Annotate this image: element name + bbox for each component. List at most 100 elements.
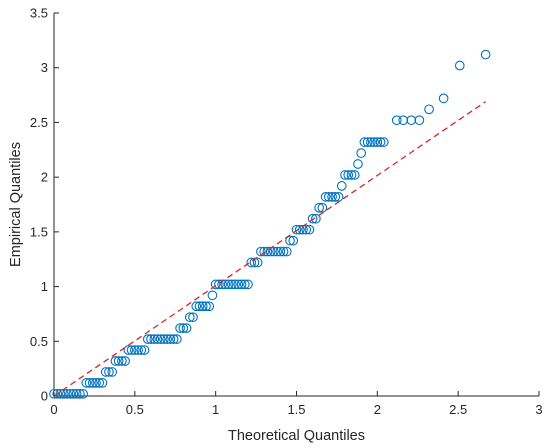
data-point [68, 388, 79, 399]
data-point [139, 345, 150, 355]
data-point [307, 213, 318, 224]
data-point [123, 345, 134, 355]
data-point [84, 378, 95, 388]
data-point [243, 279, 253, 290]
data-point [366, 137, 376, 147]
data-point [311, 213, 321, 224]
data-point [330, 191, 341, 202]
data-point [336, 181, 347, 191]
data-point [285, 235, 295, 246]
x-axis-ticks: 0 0.5 1 1.5 2 2.5 3 [50, 391, 543, 417]
data-point [391, 115, 402, 126]
data-point [265, 246, 276, 257]
data-point [406, 115, 417, 126]
data-point [454, 60, 465, 71]
data-point [304, 224, 315, 235]
data-point [52, 388, 63, 399]
data-point [162, 334, 173, 344]
x-tick-label: 1 [212, 402, 219, 417]
data-point [155, 334, 166, 344]
data-point [343, 170, 354, 180]
data-point [375, 137, 386, 147]
data-point [120, 356, 130, 366]
data-point [438, 93, 449, 104]
data-point [372, 137, 383, 147]
data-point [323, 191, 334, 202]
data-point [87, 378, 98, 388]
data-point [275, 246, 286, 257]
data-point [184, 312, 195, 323]
data-point [91, 378, 101, 388]
data-points [49, 49, 491, 399]
y-tick-label: 1.5 [30, 224, 48, 239]
data-point [252, 257, 263, 268]
data-point [333, 191, 344, 202]
y-tick-label: 1 [41, 279, 48, 294]
y-tick-label: 3 [41, 60, 48, 75]
data-point [194, 301, 205, 312]
data-point [269, 246, 279, 257]
data-point [249, 257, 260, 268]
data-point [191, 301, 202, 312]
data-point [107, 367, 118, 377]
data-point [288, 235, 299, 246]
data-point [217, 279, 227, 290]
x-axis-label: Theoretical Quantiles [228, 428, 365, 444]
x-tick-label: 2 [374, 402, 381, 417]
data-point [136, 345, 147, 355]
y-tick-label: 0 [41, 389, 48, 404]
data-point [181, 323, 192, 334]
data-point [320, 191, 331, 202]
x-tick-label: 1.5 [287, 402, 305, 417]
data-point [223, 279, 234, 290]
data-point [210, 279, 221, 290]
data-point [81, 378, 92, 388]
data-point [110, 356, 121, 366]
data-point [146, 334, 156, 344]
data-point [152, 334, 163, 344]
data-point [188, 312, 198, 323]
x-tick-label: 0 [50, 402, 57, 417]
data-point [369, 137, 379, 147]
data-point [378, 137, 389, 147]
data-point [178, 323, 189, 334]
reference-line [53, 101, 487, 397]
data-point [301, 224, 312, 235]
data-point [94, 378, 105, 388]
data-point [359, 137, 370, 147]
y-axis-ticks: 0 0.5 1 1.5 2 2.5 3 3.5 [30, 6, 59, 404]
data-point [317, 202, 328, 213]
data-point [104, 367, 114, 377]
data-point [78, 388, 88, 399]
data-point [197, 301, 208, 312]
data-point [175, 323, 185, 334]
data-point [278, 246, 289, 257]
y-tick-label: 2 [41, 170, 48, 185]
data-point [236, 279, 247, 290]
data-point [220, 279, 231, 290]
reference-line-group [53, 101, 487, 397]
data-point [159, 334, 169, 344]
data-point [259, 246, 270, 257]
data-point [239, 279, 250, 290]
y-tick-label: 0.5 [30, 334, 48, 349]
data-point [353, 159, 363, 169]
data-point [201, 301, 211, 312]
data-point [172, 334, 182, 344]
data-point [340, 170, 350, 180]
data-point [281, 246, 292, 257]
data-point [233, 279, 244, 290]
data-point [165, 334, 176, 344]
data-point [246, 257, 257, 268]
data-point [230, 279, 240, 290]
data-point [71, 388, 82, 399]
data-point [62, 388, 72, 399]
data-point [362, 137, 373, 147]
data-point [75, 388, 85, 399]
data-point [356, 148, 367, 158]
data-point [424, 104, 434, 115]
y-axis-label: Empirical Quantiles [8, 142, 24, 267]
data-point [65, 388, 76, 399]
data-point [97, 378, 108, 388]
x-tick-label: 3 [535, 402, 542, 417]
